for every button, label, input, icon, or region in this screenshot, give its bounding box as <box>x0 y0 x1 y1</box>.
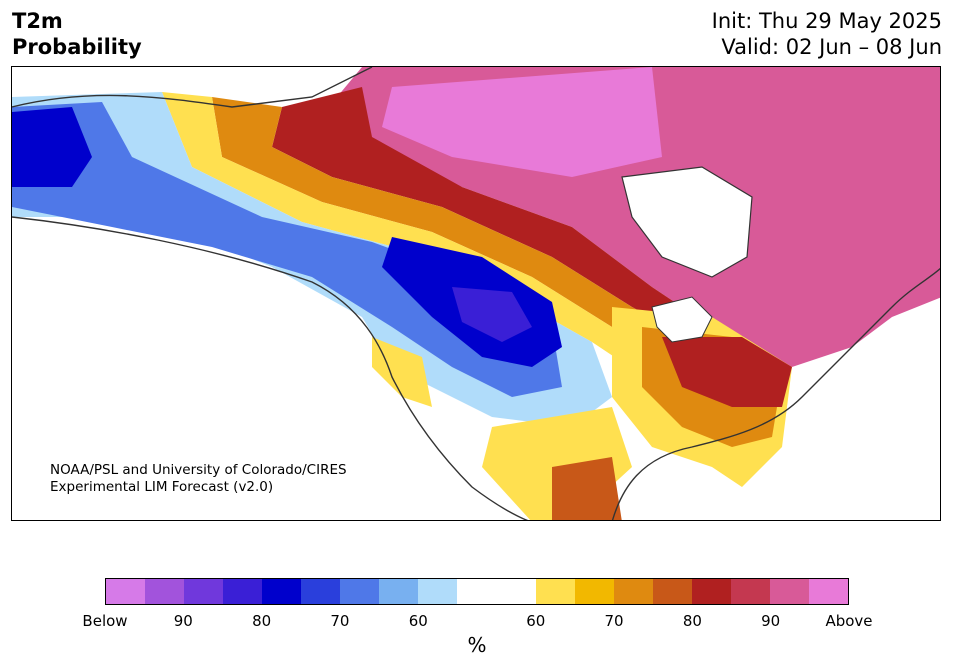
colorbar-tick-label: 80 <box>682 612 702 630</box>
above-band-red-north <box>272 87 712 347</box>
colorbar-segment <box>184 579 224 604</box>
hudson-bay <box>621 166 753 278</box>
init-date: Init: Thu 29 May 2025 <box>711 9 942 33</box>
above-region-southwest <box>372 337 432 407</box>
colorbar-tick-label: Below <box>82 612 128 630</box>
colorbar-segment <box>730 579 770 604</box>
map-title: T2m Probability <box>12 8 142 60</box>
colorbar-segment <box>301 579 341 604</box>
colorbar-segment <box>418 579 458 604</box>
below-region-mid <box>12 102 562 397</box>
colorbar-segment <box>535 579 575 604</box>
colorbar-segment <box>496 579 536 604</box>
colorbar-segment <box>340 579 380 604</box>
forecast-dates: Init: Thu 29 May 2025 Valid: 02 Jun – 08… <box>712 8 942 60</box>
colorbar-tick-label: 80 <box>252 612 272 630</box>
colorbar-segment <box>145 579 185 604</box>
colorbar-tick-label: Above <box>825 612 873 630</box>
coastline-outline <box>12 67 940 520</box>
colorbar-tick-label: 70 <box>604 612 624 630</box>
valid-period: Valid: 02 Jun – 08 Jun <box>721 35 942 59</box>
colorbar <box>105 578 849 605</box>
attribution-line-1: NOAA/PSL and University of Colorado/CIRE… <box>50 462 347 478</box>
colorbar-segment <box>652 579 692 604</box>
attribution-line-2: Experimental LIM Forecast (v2.0) <box>50 479 274 495</box>
colorbar-segment <box>808 579 848 604</box>
colorbar-segment <box>613 579 653 604</box>
colorbar-segment <box>769 579 809 604</box>
colorbar-segment <box>223 579 263 604</box>
above-region-mexico-orange <box>552 457 622 520</box>
below-region-strong <box>12 107 562 367</box>
colorbar-tick-label: 70 <box>330 612 350 630</box>
map-canvas <box>12 67 940 520</box>
colorbar-segment <box>574 579 614 604</box>
colorbar-tick-label: 90 <box>761 612 781 630</box>
attribution: NOAA/PSL and University of Colorado/CIRE… <box>50 462 347 496</box>
great-lakes <box>651 296 713 343</box>
colorbar-segment <box>379 579 419 604</box>
above-band-orange-north <box>212 97 702 362</box>
colorbar-segment <box>262 579 302 604</box>
colorbar-tick-label: 60 <box>408 612 428 630</box>
colorbar-tick-label: 60 <box>526 612 546 630</box>
variable-label: T2m <box>12 9 63 33</box>
product-label: Probability <box>12 35 142 59</box>
colorbar-unit: % <box>467 633 487 657</box>
colorbar-segment <box>691 579 731 604</box>
colorbar-segment <box>457 579 497 604</box>
above-region-pink-core <box>382 67 662 177</box>
probability-map: NOAA/PSL and University of Colorado/CIRE… <box>11 66 941 521</box>
colorbar-segment <box>106 579 146 604</box>
below-region-core <box>452 287 532 342</box>
colorbar-tick-label: 90 <box>173 612 193 630</box>
above-region-east-red <box>662 337 792 407</box>
